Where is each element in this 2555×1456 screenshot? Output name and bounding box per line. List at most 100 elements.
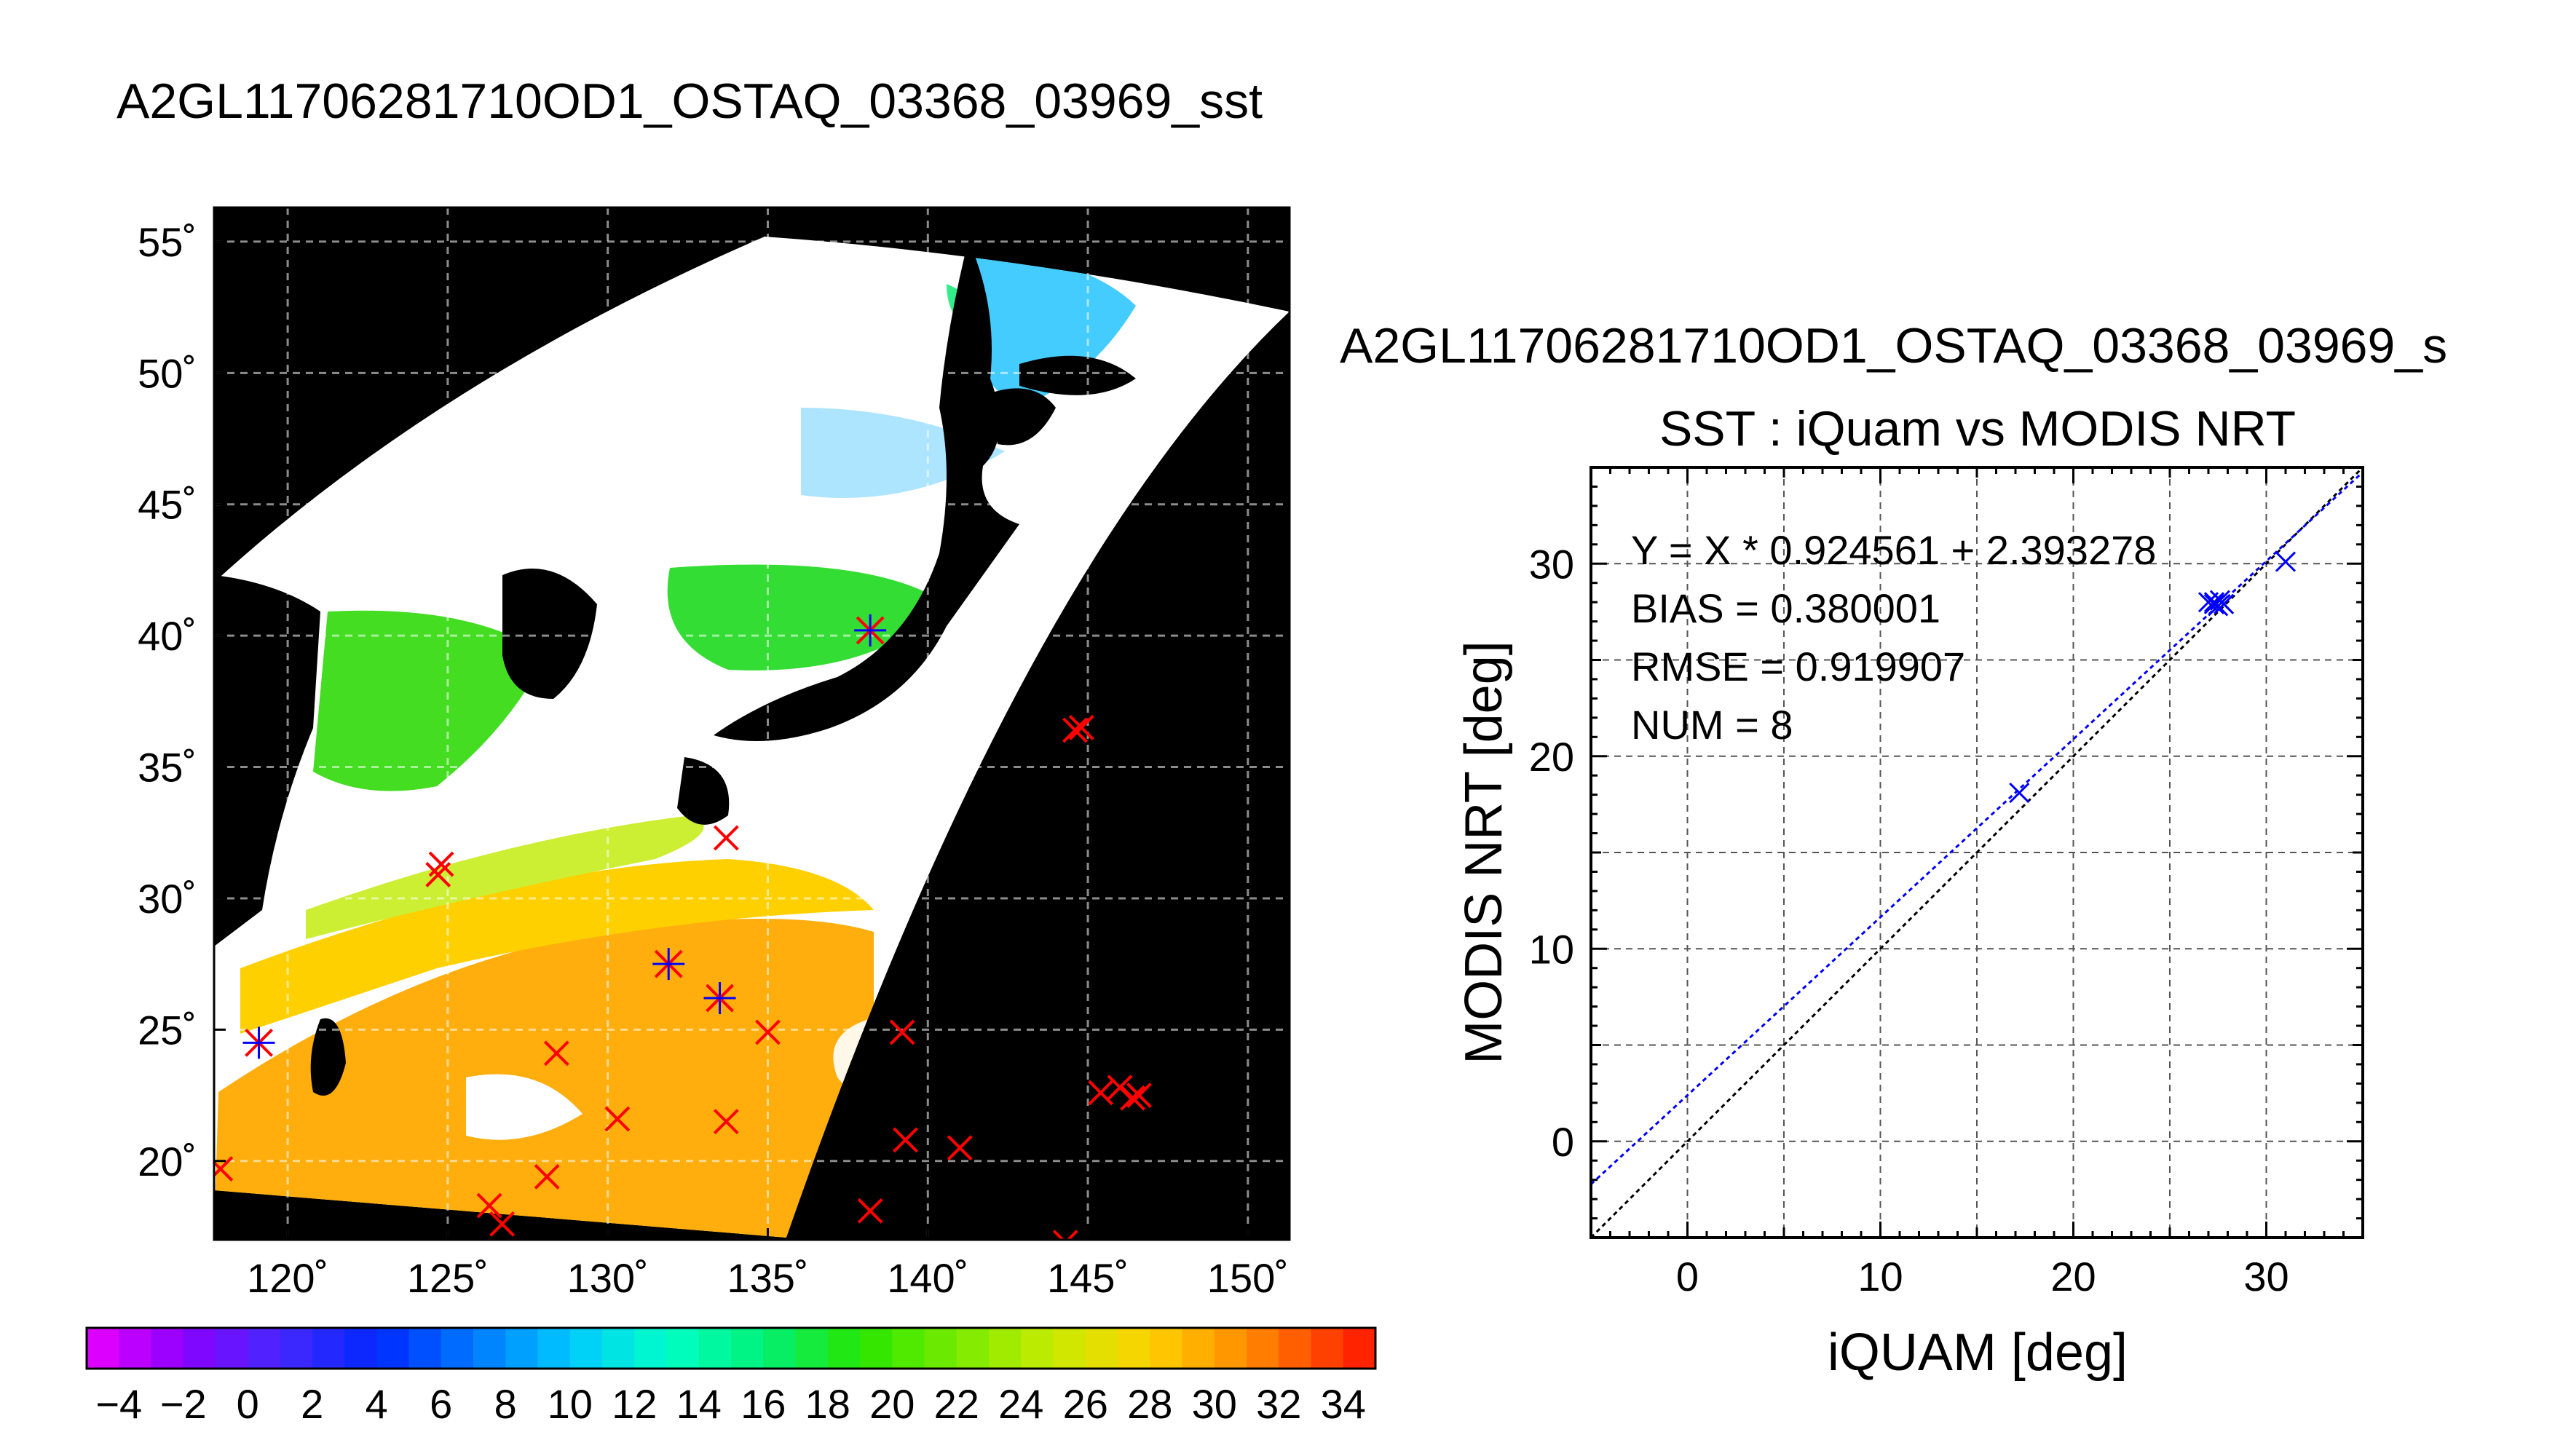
red-marker — [604, 1106, 631, 1132]
lat-tick-label: 55˚ — [138, 219, 197, 265]
colorbar-tick-label: 12 — [612, 1381, 657, 1427]
scatter-y-tick-labels: 0 10 20 30 — [1529, 541, 1574, 1165]
colorbar-cell — [473, 1328, 506, 1369]
colorbar-cell — [1085, 1328, 1118, 1369]
red-marker — [1088, 1080, 1114, 1106]
colorbar-cell — [441, 1328, 474, 1369]
lon-tick-label: 120˚ — [247, 1255, 328, 1301]
colorbar-cell — [119, 1328, 152, 1369]
sst-map: 55˚ 50˚ 45˚ 40˚ 35˚ 30˚ 25˚ 20˚ 120˚ 125˚ 130˚ 135… — [138, 206, 1291, 1301]
colorbar-tick-label: 20 — [869, 1381, 915, 1427]
red-marker — [425, 862, 451, 887]
red-marker — [1068, 714, 1094, 740]
stats-num: NUM = 8 — [1631, 702, 1793, 748]
x-tick-label: 20 — [2050, 1254, 2096, 1299]
lon-tick-label: 135˚ — [727, 1255, 808, 1301]
colorbar-tick-label: −2 — [160, 1381, 207, 1427]
red-marker — [1120, 1085, 1146, 1111]
colorbar-cell — [280, 1328, 313, 1369]
lat-tick-label: 20˚ — [138, 1139, 197, 1184]
lat-tick-label: 30˚ — [138, 876, 197, 922]
matched-marker — [242, 1026, 275, 1059]
matched-marker — [652, 948, 685, 981]
colorbar-tick-labels: −4 −2 0 2 4 6 8 10 12 14 16 18 20 22 24 26 28 30 32 34 — [95, 1381, 1366, 1427]
red-marker — [476, 1192, 502, 1219]
fit-line — [1591, 471, 2363, 1185]
scatter-lines — [1591, 467, 2363, 1238]
colorbar-cell — [956, 1328, 990, 1369]
red-marker — [947, 1135, 973, 1161]
colorbar-cell — [1118, 1328, 1150, 1369]
colorbar-tick-label: 34 — [1321, 1381, 1366, 1427]
colorbar-cell — [989, 1328, 1022, 1369]
colorbar-tick-label: 0 — [237, 1381, 259, 1427]
colorbar-tick-label: 32 — [1256, 1381, 1301, 1427]
colorbar-tick-label: 28 — [1127, 1381, 1172, 1427]
red-marker — [1052, 1230, 1078, 1240]
figure-title: A2GL11706281710OD1_OSTAQ_03368_03969_sst — [117, 74, 1263, 129]
colorbar-cell — [505, 1328, 539, 1369]
lon-tick-label: 150˚ — [1207, 1255, 1289, 1301]
colorbar-cell — [312, 1328, 345, 1369]
stats-fit-equation: Y = X * 0.924561 + 2.393278 — [1631, 527, 2156, 573]
matched-marker — [854, 614, 887, 646]
red-marker — [1062, 717, 1088, 743]
stats-rmse: RMSE = 0.919907 — [1631, 644, 1965, 689]
red-marker — [543, 1040, 569, 1067]
colorbar-cell — [1311, 1328, 1344, 1369]
y-axis-label: MODIS NRT [deg] — [1455, 641, 1513, 1064]
outside-swath-markers — [214, 714, 1152, 1240]
off-swath — [786, 312, 1290, 1240]
colorbar-cell — [1343, 1328, 1376, 1369]
colorbar-cells — [87, 1328, 1376, 1369]
colorbar: −4 −2 0 2 4 6 8 10 12 14 16 18 20 22 24 26 28 30 32 34 — [85, 1326, 1377, 1427]
colorbar-tick-label: 10 — [548, 1381, 593, 1427]
colorbar-cell — [1021, 1328, 1054, 1369]
red-marker — [755, 1019, 781, 1045]
colorbar-tick-label: 14 — [676, 1381, 722, 1427]
y-tick-label: 30 — [1529, 541, 1574, 587]
x-tick-label: 30 — [2243, 1254, 2289, 1299]
colorbar-tick-label: 26 — [1063, 1381, 1108, 1427]
colorbar-cell — [924, 1328, 957, 1369]
lat-tick-label: 25˚ — [138, 1007, 197, 1053]
colorbar-cell — [602, 1328, 635, 1369]
colorbar-cell — [248, 1328, 281, 1369]
colorbar-frame — [85, 1326, 1377, 1370]
y-tick-label: 10 — [1529, 926, 1574, 972]
colorbar-cell — [634, 1328, 668, 1369]
matched-markers — [242, 614, 887, 1059]
colorbar-cell — [1053, 1328, 1086, 1369]
lat-tick-label: 45˚ — [138, 482, 197, 528]
scatter-file-title: A2GL11706281710OD1_OSTAQ_03368_03969_s — [1340, 318, 2447, 373]
red-marker — [713, 825, 739, 851]
reference-lines — [1591, 467, 2363, 1238]
colorbar-cell — [408, 1328, 442, 1369]
colorbar-cell — [376, 1328, 410, 1369]
colorbar-cell — [763, 1328, 797, 1369]
scatter-x-tick-labels: 0 10 20 30 — [1676, 1254, 2289, 1299]
graticule — [214, 207, 1290, 1240]
identity-line — [1591, 467, 2363, 1238]
lat-tick-label: 35˚ — [138, 745, 197, 791]
scatter-title: SST : iQuam vs MODIS NRT — [1659, 401, 2296, 456]
colorbar-tick-label: 6 — [430, 1381, 452, 1427]
colorbar-cell — [344, 1328, 377, 1369]
lon-tick-label: 140˚ — [887, 1255, 968, 1301]
data-point — [2009, 782, 2030, 804]
y-tick-label: 0 — [1552, 1119, 1574, 1165]
lon-tick-label: 130˚ — [567, 1255, 649, 1301]
map-frame — [213, 206, 1291, 1241]
colorbar-tick-label: 24 — [998, 1381, 1043, 1427]
lon-tick-label: 125˚ — [407, 1255, 489, 1301]
data-point — [2203, 593, 2225, 614]
matched-marker — [703, 982, 736, 1015]
stats-bias: BIAS = 0.380001 — [1631, 585, 1940, 631]
stats-block: Y = X * 0.924561 + 2.393278 BIAS = 0.380… — [1631, 527, 2156, 748]
data-point — [2208, 596, 2229, 617]
colorbar-cell — [892, 1328, 925, 1369]
red-marker — [214, 1156, 234, 1182]
colorbar-cell — [537, 1328, 571, 1369]
colorbar-tick-label: 16 — [741, 1381, 786, 1427]
